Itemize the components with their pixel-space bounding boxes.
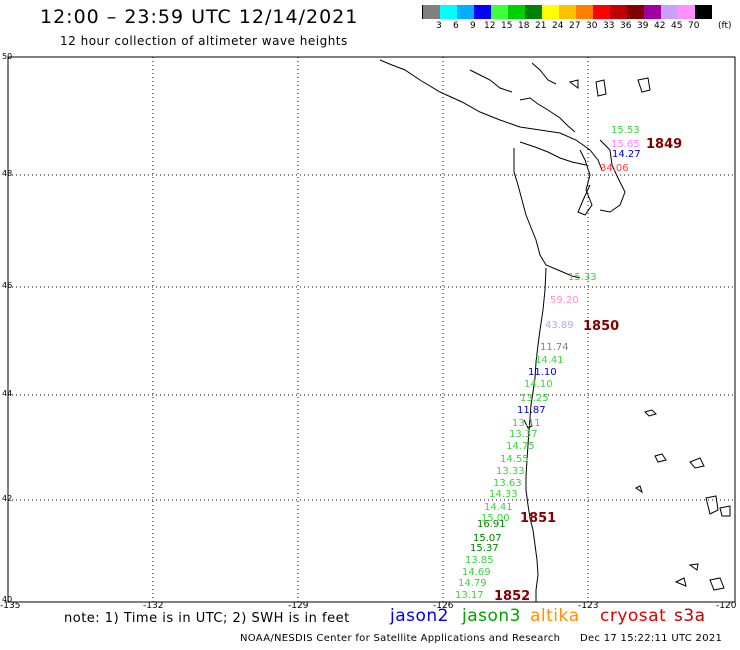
legend-jason2: jason2 [390,606,449,626]
lat-tick-40: 40 [2,595,13,604]
scale-swatch [610,5,627,19]
scale-label: 30 [586,21,598,31]
scale-swatch [661,5,678,19]
scale-swatch [422,5,440,19]
legend-cryosat: cryosat [600,606,667,626]
wave-height-label: 14.55 [500,454,529,465]
lon-tick-135: -135 [0,601,21,611]
color-scale-labels: 3 6 9 12 15 18 21 24 27 30 33 36 39 42 45 70 (ft) [422,21,738,35]
scale-swatch [576,5,593,19]
scale-label: 21 [535,21,547,31]
wave-height-label: 13.17 [455,590,484,601]
scale-label: (ft) [718,21,732,31]
scale-label: 6 [453,21,459,31]
scale-label: 42 [654,21,666,31]
wave-height-label: 14.10 [524,379,553,390]
scale-label: 33 [603,21,615,31]
wave-height-label: 14.41 [484,502,513,513]
scale-label: 3 [436,21,442,31]
lon-tick-132: -132 [143,601,164,611]
lon-tick-126: -126 [433,601,454,611]
wave-height-label: 43.89 [545,320,574,331]
wave-height-label: 11.10 [528,367,557,378]
scale-swatch [525,5,542,19]
legend-altika: altika [530,606,580,626]
note-text: note: 1) Time is in UTC; 2) SWH is in fe… [64,611,350,626]
wave-height-label: 14.75 [506,441,535,452]
scale-swatch [644,5,661,19]
map-frame [7,56,736,603]
scale-swatch [491,5,508,19]
pass-time-label: 1850 [583,319,619,334]
wave-height-label: 11.87 [517,405,546,416]
legend-s3a: s3a [674,606,706,626]
lon-tick-129: -129 [288,601,309,611]
scale-label: 18 [518,21,530,31]
scale-label: 12 [484,21,496,31]
lat-tick-48: 48 [2,169,13,178]
wave-height-label: 14.27 [612,149,641,160]
scale-swatch [695,5,712,19]
wave-height-label: 14.41 [535,355,564,366]
scale-swatch [678,5,695,19]
wave-height-label: 16.91 [477,519,506,530]
wave-height-label: 15.53 [611,125,640,136]
scale-label: 45 [671,21,683,31]
wave-height-label: 14.79 [458,578,487,589]
color-scale [422,5,712,19]
scale-swatch [593,5,610,19]
lat-tick-44: 44 [2,389,13,398]
wave-height-label: 13.37 [509,429,538,440]
wave-height-label: 59.20 [550,295,579,306]
pass-time-label: 1849 [646,137,682,152]
scale-label: 36 [620,21,632,31]
wave-height-label: 14.69 [462,567,491,578]
lat-tick-46: 46 [2,281,13,290]
scale-swatch [542,5,559,19]
lat-tick-50: 50 [2,52,13,61]
pass-time-label: 1852 [494,589,530,604]
scale-swatch [440,5,457,19]
coastline [379,59,731,602]
wave-height-label: 15.65 [611,139,640,150]
map-title: 12:00 – 23:59 UTC 12/14/2021 [40,6,359,28]
scale-label: 70 [688,21,700,31]
scale-swatch [559,5,576,19]
map-subtitle: 12 hour collection of altimeter wave hei… [60,34,348,48]
pass-time-labels: 1849 1850 1851 1852 [494,137,682,604]
wave-height-label: 15.37 [470,543,499,554]
lat-tick-42: 42 [2,494,13,503]
wave-height-label: 15.07 [473,533,502,544]
wave-height-label: 13.25 [520,393,549,404]
wave-height-label: 13.63 [493,478,522,489]
scale-label: 9 [470,21,476,31]
wave-height-label: 15.00 [481,513,510,524]
graticule [8,57,735,602]
scale-label: 27 [569,21,581,31]
scale-label: 15 [501,21,513,31]
lon-tick-120: -120 [716,601,737,611]
scale-swatch [474,5,491,19]
wave-height-label: 14.33 [489,489,518,500]
wave-height-label: 13.33 [496,466,525,477]
wave-height-label: 13.85 [465,555,494,566]
scale-label: 24 [552,21,564,31]
wave-height-label: 13.11 [512,418,541,429]
wave-height-label: 34.06 [600,163,629,174]
scale-label: 39 [637,21,649,31]
credit-text: NOAA/NESDIS Center for Satellite Applica… [240,633,561,644]
scale-swatch [457,5,474,19]
pass-time-label: 1851 [520,511,556,526]
lon-tick-123: -123 [578,601,599,611]
scale-swatch [508,5,525,19]
scale-swatch [627,5,644,19]
generated-time: Dec 17 15:22:11 UTC 2021 [580,633,723,644]
wave-height-label: 15.33 [568,272,597,283]
wave-height-label: 11.74 [540,342,569,353]
legend-jason3: jason3 [462,606,521,626]
